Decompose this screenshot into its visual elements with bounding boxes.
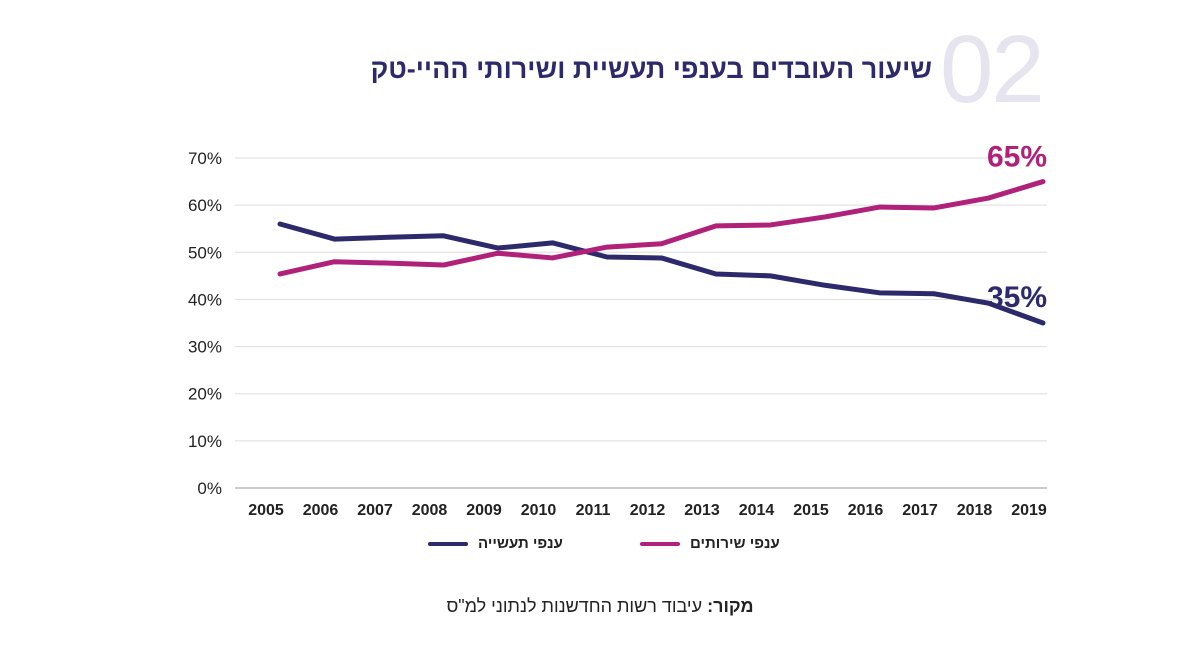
series-line-services xyxy=(277,179,1046,277)
end-value-label: 65% xyxy=(987,141,1047,174)
source-text: עיבוד רשות החדשנות לנתוני למ"ס xyxy=(446,596,708,616)
y-tick-label: 60% xyxy=(188,196,222,215)
legend-label-industry: ענפי תעשייה xyxy=(478,535,563,552)
end-value-label: 35% xyxy=(987,281,1047,314)
x-tick-label: 2008 xyxy=(412,502,448,519)
x-tick-label: 2015 xyxy=(793,502,829,519)
y-tick-label: 20% xyxy=(188,385,222,404)
x-tick-label: 2006 xyxy=(303,502,339,519)
x-tick-label: 2017 xyxy=(902,502,938,519)
x-tick-label: 2009 xyxy=(466,502,502,519)
x-tick-label: 2016 xyxy=(848,502,884,519)
legend-label-services: ענפי שירותים xyxy=(690,535,780,552)
x-tick-label: 2019 xyxy=(1011,502,1047,519)
series-line-industry xyxy=(277,221,1046,326)
chart-number: 02 xyxy=(940,16,1045,123)
x-tick-label: 2011 xyxy=(576,502,611,519)
source-label: מקור: xyxy=(707,596,754,616)
legend-swatch-industry xyxy=(428,541,468,546)
x-tick-label: 2007 xyxy=(357,502,393,519)
legend-item-industry: ענפי תעשייה xyxy=(428,535,563,552)
legend-swatch-services xyxy=(640,541,680,546)
chart-title: שיעור העובדים בענפי תעשיית ושירותי ההיי-… xyxy=(370,54,932,84)
y-tick-label: 0% xyxy=(197,479,222,498)
source-note: מקור: עיבוד רשות החדשנות לנתוני למ"ס xyxy=(0,596,1200,617)
x-tick-label: 2014 xyxy=(739,502,775,519)
x-tick-label: 2005 xyxy=(248,502,284,519)
y-tick-label: 70% xyxy=(188,149,222,168)
y-tick-label: 40% xyxy=(188,290,222,309)
y-tick-label: 10% xyxy=(188,432,222,451)
x-tick-label: 2010 xyxy=(521,502,557,519)
x-tick-label: 2013 xyxy=(684,502,720,519)
x-tick-label: 2012 xyxy=(630,502,666,519)
y-tick-label: 50% xyxy=(188,243,222,262)
legend-item-services: ענפי שירותים xyxy=(640,535,780,552)
y-tick-label: 30% xyxy=(188,338,222,357)
x-tick-label: 2018 xyxy=(957,502,993,519)
